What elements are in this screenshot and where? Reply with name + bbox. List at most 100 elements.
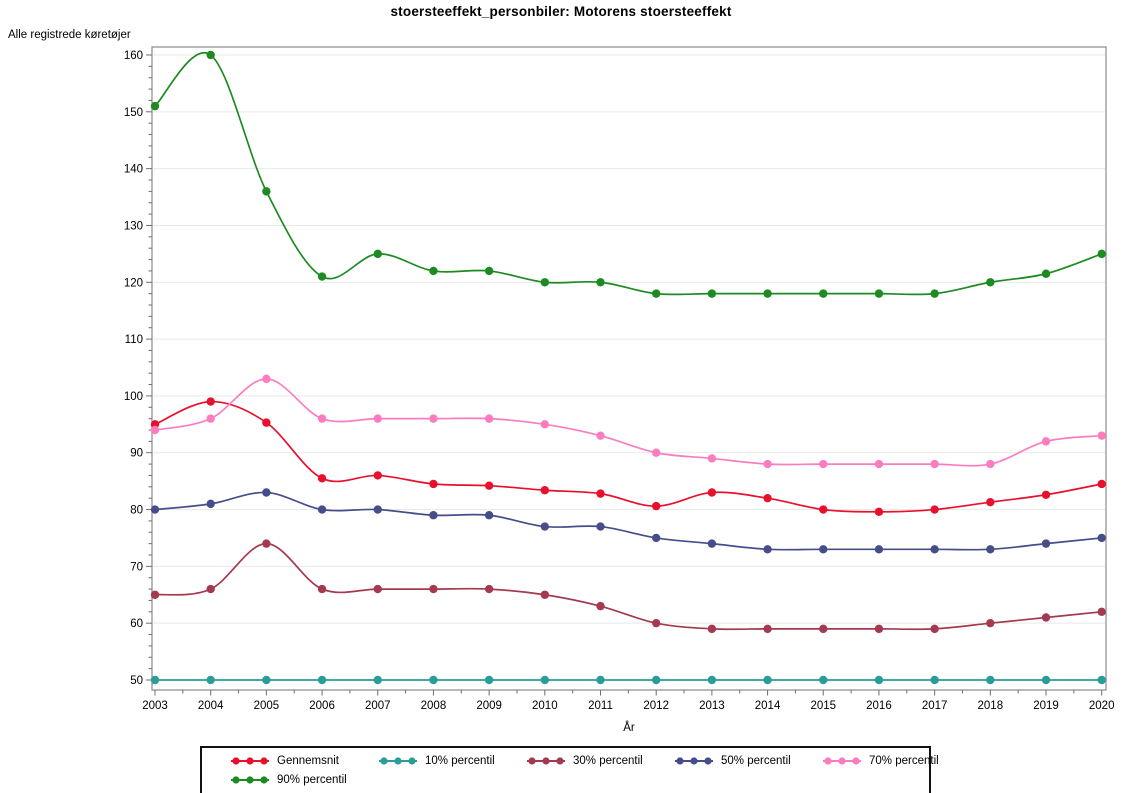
series-marker-70-percentil: [930, 459, 939, 469]
series-marker-10-percentil: [150, 675, 160, 685]
series-marker-gennemsnit: [373, 471, 382, 480]
x-tick-label: 2013: [699, 700, 725, 712]
series-marker-90-percentil: [206, 50, 215, 60]
series-marker-90-percentil: [651, 289, 661, 298]
series-marker-70-percentil: [429, 414, 438, 423]
series-marker-90-percentil: [317, 272, 327, 281]
series-marker-gennemsnit: [1097, 479, 1106, 489]
x-tick-label: 2011: [588, 700, 613, 712]
series-marker-70-percentil: [763, 459, 772, 469]
series-marker-gennemsnit: [206, 397, 215, 406]
series-marker-gennemsnit: [819, 505, 828, 514]
series-marker-30-percentil: [651, 618, 661, 628]
series-marker-70-percentil: [373, 414, 382, 423]
series-marker-10-percentil: [707, 675, 717, 685]
legend-item: 30% percentil: [525, 752, 673, 770]
series-marker-30-percentil: [429, 584, 438, 594]
y-tick-label: 150: [124, 107, 143, 119]
series-marker-90-percentil: [373, 249, 382, 259]
series-marker-70-percentil: [874, 459, 884, 469]
series-marker-70-percentil: [1041, 437, 1051, 446]
y-tick-label: 100: [124, 391, 143, 403]
series-marker-70-percentil: [317, 414, 327, 423]
series-marker-70-percentil: [484, 414, 494, 423]
series-marker-gennemsnit: [429, 479, 438, 489]
y-tick-label: 130: [124, 220, 143, 232]
series-marker-50-percentil: [1097, 533, 1106, 543]
x-tick-label: 2014: [755, 700, 781, 712]
y-tick-label: 90: [130, 448, 143, 460]
series-marker-90-percentil: [1041, 269, 1051, 278]
x-tick-label: 2007: [365, 700, 391, 712]
series-marker-70-percentil: [1097, 431, 1106, 440]
series-marker-50-percentil: [930, 545, 939, 554]
series-marker-30-percentil: [206, 584, 215, 594]
x-tick-label: 2010: [532, 700, 558, 712]
series-marker-30-percentil: [763, 624, 772, 634]
series-marker-gennemsnit: [596, 489, 605, 498]
series-marker-90-percentil: [986, 278, 995, 287]
y-tick-label: 120: [124, 277, 143, 289]
series-marker-gennemsnit: [874, 507, 884, 517]
series-marker-50-percentil: [540, 522, 550, 531]
chart-title: stoersteeffekt_personbiler: Motorens sto…: [390, 4, 732, 19]
series-marker-30-percentil: [317, 584, 327, 594]
series-marker-70-percentil: [150, 425, 160, 435]
x-tick-label: 2008: [421, 700, 447, 712]
legend-label: 10% percentil: [425, 755, 495, 767]
series-marker-90-percentil: [930, 289, 939, 298]
x-tick-label: 2004: [198, 700, 224, 712]
series-marker-70-percentil: [707, 454, 717, 463]
series-marker-10-percentil: [262, 675, 271, 685]
series-marker-90-percentil: [763, 289, 772, 298]
series-marker-50-percentil: [262, 488, 271, 497]
series-marker-50-percentil: [150, 505, 160, 514]
series-marker-30-percentil: [930, 624, 939, 634]
series-marker-30-percentil: [874, 624, 884, 634]
series-marker-90-percentil: [429, 266, 438, 276]
y-tick-label: 80: [130, 505, 143, 517]
y-tick-label: 140: [124, 164, 143, 176]
series-marker-50-percentil: [1041, 539, 1051, 548]
y-tick-label: 110: [125, 334, 143, 346]
series-marker-30-percentil: [150, 590, 160, 599]
series-marker-50-percentil: [986, 545, 995, 554]
series-marker-50-percentil: [373, 505, 382, 514]
series-marker-10-percentil: [651, 675, 661, 685]
series-marker-90-percentil: [1097, 249, 1106, 259]
series-marker-30-percentil: [819, 624, 828, 634]
x-tick-label: 2003: [142, 700, 168, 712]
series-marker-10-percentil: [986, 675, 995, 685]
series-marker-50-percentil: [874, 545, 884, 554]
legend-label: 50% percentil: [721, 755, 791, 767]
series-marker-70-percentil: [986, 459, 995, 469]
x-tick-label: 2019: [1033, 700, 1059, 712]
x-tick-label: 2016: [866, 700, 892, 712]
series-marker-50-percentil: [651, 533, 661, 543]
series-marker-90-percentil: [262, 187, 271, 196]
series-marker-gennemsnit: [707, 488, 717, 497]
series-marker-70-percentil: [540, 420, 550, 429]
x-tick-label: 2015: [810, 700, 836, 712]
y-tick-label: 50: [130, 675, 143, 687]
series-marker-70-percentil: [262, 374, 271, 384]
y-axis-title: Alle registrede køretøjer: [8, 29, 131, 41]
series-marker-30-percentil: [707, 624, 717, 634]
series-line-90-percentil: [154, 51, 1102, 296]
x-tick-label: 2005: [254, 700, 280, 712]
legend: Gennemsnit 10% percentil 30% percentil 50% …: [200, 746, 939, 793]
series-marker-30-percentil: [262, 539, 271, 548]
series-marker-10-percentil: [540, 675, 550, 685]
series-marker-50-percentil: [206, 499, 215, 509]
series-marker-gennemsnit: [1041, 490, 1051, 499]
series-marker-gennemsnit: [317, 474, 327, 483]
series-marker-90-percentil: [540, 278, 550, 287]
legend-item: 90% percentil: [229, 771, 377, 789]
legend-marker-icon: [231, 776, 269, 784]
series-marker-gennemsnit: [763, 493, 772, 503]
series-marker-70-percentil: [819, 459, 828, 469]
x-tick-label: 2017: [922, 700, 948, 712]
legend-marker-icon: [379, 757, 417, 765]
y-tick-label: 60: [130, 618, 143, 630]
